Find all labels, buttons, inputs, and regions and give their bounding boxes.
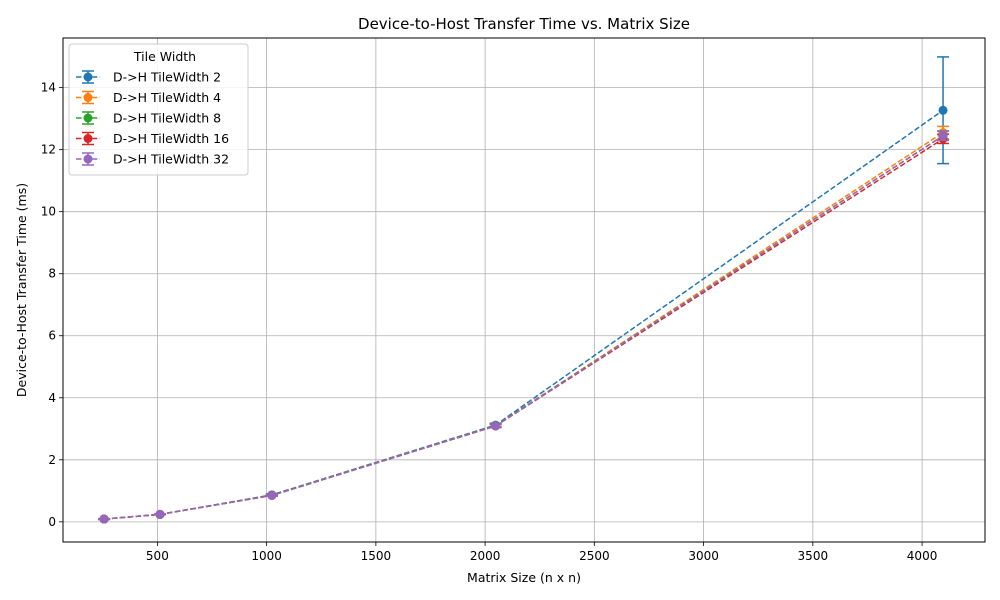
legend-label: D->H TileWidth 4 xyxy=(113,90,221,105)
data-point xyxy=(938,105,948,115)
legend-marker xyxy=(83,72,93,82)
legend-label: D->H TileWidth 8 xyxy=(113,111,221,126)
series-layer xyxy=(98,56,950,524)
x-tick-label: 1500 xyxy=(361,549,392,563)
legend-label: D->H TileWidth 2 xyxy=(113,70,221,85)
x-tick-label: 3000 xyxy=(688,549,719,563)
legend-marker xyxy=(83,113,93,123)
axes: 500 1000 1500 2000 2500 3000 3500 4000 0 2 4 6 8 10 12… xyxy=(41,81,938,563)
y-tick-label: 4 xyxy=(48,391,56,405)
x-axis-label: Matrix Size (n x n) xyxy=(467,570,581,585)
data-point xyxy=(155,509,165,519)
y-axis-label: Device-to-Host Transfer Time (ms) xyxy=(14,183,29,397)
x-tick-label: 2000 xyxy=(470,549,501,563)
chart-title: Device-to-Host Transfer Time vs. Matrix … xyxy=(358,15,690,33)
x-tick-label: 500 xyxy=(146,549,169,563)
legend-title: Tile Width xyxy=(133,49,196,64)
legend-label: D->H TileWidth 16 xyxy=(113,131,229,146)
legend-box xyxy=(68,43,249,176)
legend-entry: D->H TileWidth 4 xyxy=(76,90,221,105)
plot-frame xyxy=(62,37,986,543)
data-point xyxy=(491,421,501,431)
y-tick-label: 14 xyxy=(41,81,56,95)
y-tick-label: 12 xyxy=(41,143,56,157)
legend: Tile Width D->H TileWidth 2D->H TileWidt… xyxy=(68,43,249,176)
legend-entry: D->H TileWidth 16 xyxy=(76,131,229,146)
legend-label: D->H TileWidth 32 xyxy=(113,152,229,167)
series-4 xyxy=(98,130,950,524)
data-point xyxy=(99,514,109,524)
y-tick-label: 8 xyxy=(48,267,56,281)
legend-entry: D->H TileWidth 2 xyxy=(76,70,221,85)
x-tick-label: 4000 xyxy=(907,549,938,563)
y-tick-label: 0 xyxy=(48,515,56,529)
legend-marker xyxy=(83,154,93,164)
legend-entry: D->H TileWidth 32 xyxy=(76,152,229,167)
x-tick-label: 2500 xyxy=(579,549,610,563)
data-point xyxy=(938,131,948,141)
y-tick-label: 2 xyxy=(48,453,56,467)
legend-marker xyxy=(83,93,93,102)
legend-entry: D->H TileWidth 8 xyxy=(76,111,221,126)
grid xyxy=(63,38,985,542)
data-point xyxy=(267,490,277,500)
y-tick-label: 10 xyxy=(41,205,56,219)
legend-entries: D->H TileWidth 2 D->H TileWidth 4 D->H Til… xyxy=(76,70,229,167)
y-tick-label: 6 xyxy=(48,329,56,343)
x-tick-label: 3500 xyxy=(798,549,829,563)
x-tick-label: 1000 xyxy=(251,549,282,563)
legend-marker xyxy=(83,134,93,143)
